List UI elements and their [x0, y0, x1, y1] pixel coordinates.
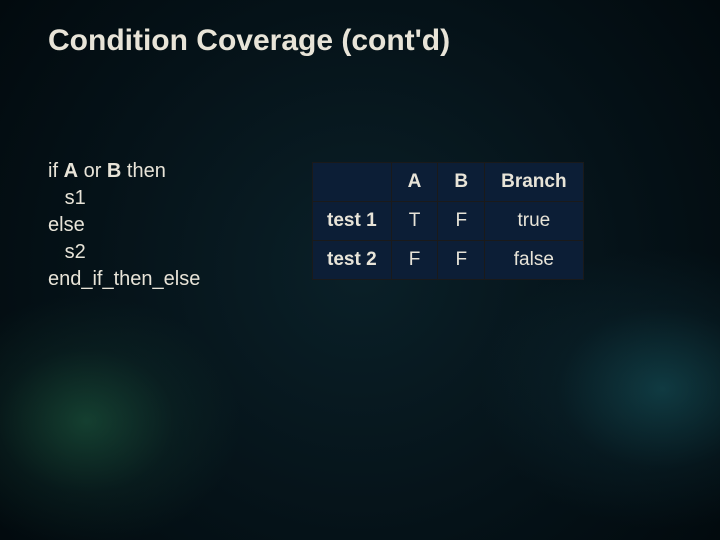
- table-cell: T: [391, 202, 438, 241]
- var-b: B: [107, 160, 121, 182]
- code-line-5: end_if_then_else: [48, 268, 200, 290]
- row-label: test 2: [313, 241, 392, 280]
- row-label: test 1: [313, 202, 392, 241]
- code-line-2: s1: [48, 187, 86, 209]
- table-cell: F: [438, 202, 485, 241]
- code-line-4: s2: [48, 241, 86, 263]
- code-line-3: else: [48, 214, 85, 236]
- col-header: A: [391, 163, 438, 202]
- table-cell: F: [391, 241, 438, 280]
- table-cell: false: [485, 241, 583, 280]
- table-cell: true: [485, 202, 583, 241]
- slide: Condition Coverage (cont'd) if A or B th…: [0, 0, 720, 540]
- table-row: test 2 F F false: [313, 241, 584, 280]
- pseudocode-block: if A or B then s1 else s2 end_if_then_el…: [48, 158, 200, 293]
- code-line-1: if A or B then: [48, 160, 166, 182]
- col-header: Branch: [485, 163, 583, 202]
- coverage-table-wrap: A B Branch test 1 T F true test 2 F F fa…: [312, 162, 584, 280]
- col-header: B: [438, 163, 485, 202]
- table-corner: [313, 163, 392, 202]
- coverage-table: A B Branch test 1 T F true test 2 F F fa…: [312, 162, 584, 280]
- table-cell: F: [438, 241, 485, 280]
- table-row: test 1 T F true: [313, 202, 584, 241]
- var-a: A: [64, 160, 78, 182]
- slide-title: Condition Coverage (cont'd): [48, 24, 672, 58]
- table-header-row: A B Branch: [313, 163, 584, 202]
